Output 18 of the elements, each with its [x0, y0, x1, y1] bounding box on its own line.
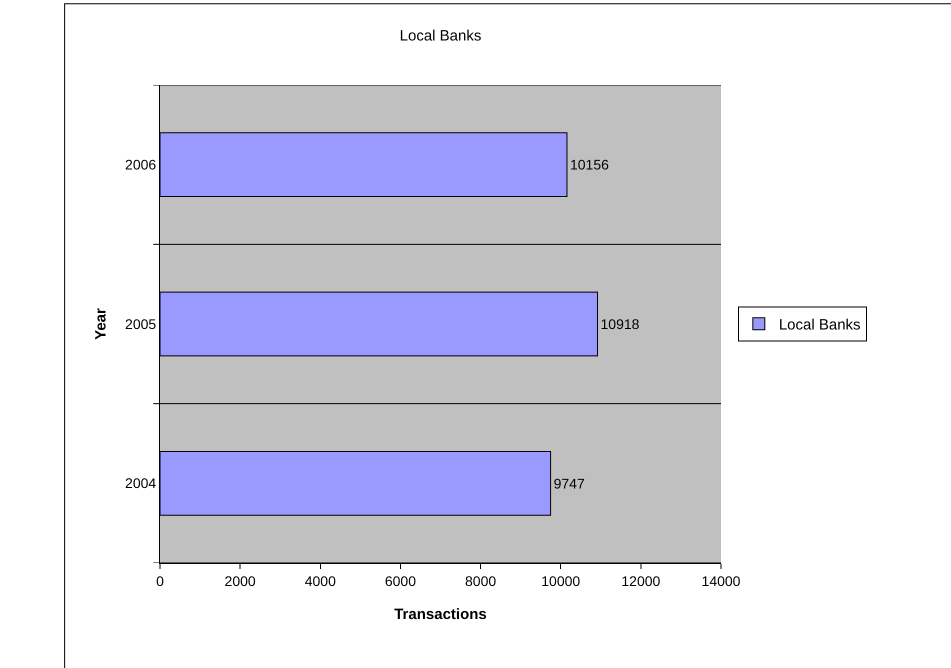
- x-tick-label: 14000: [702, 572, 741, 589]
- x-tick-label: 10000: [541, 572, 580, 589]
- data-label: 9747: [554, 475, 585, 492]
- data-label: 10918: [600, 316, 640, 332]
- x-tick-label: 4000: [304, 572, 336, 589]
- x-axis-title: Transactions: [394, 606, 487, 623]
- y-tick-label: 2004: [125, 475, 156, 492]
- x-tick-label: 0: [156, 572, 164, 589]
- x-tick-label: 2000: [224, 572, 256, 589]
- legend-label: Local Banks: [778, 316, 861, 334]
- y-axis-title: Year: [92, 308, 110, 340]
- chart-title: Local Banks: [400, 28, 482, 45]
- x-tick-label: 6000: [384, 572, 416, 589]
- data-label: 10156: [570, 156, 610, 173]
- x-tick-label: 12000: [621, 572, 661, 589]
- y-tick-label: 2005: [125, 316, 156, 332]
- x-tick-label: 8000: [464, 572, 496, 589]
- y-tick-label: 2006: [125, 156, 156, 173]
